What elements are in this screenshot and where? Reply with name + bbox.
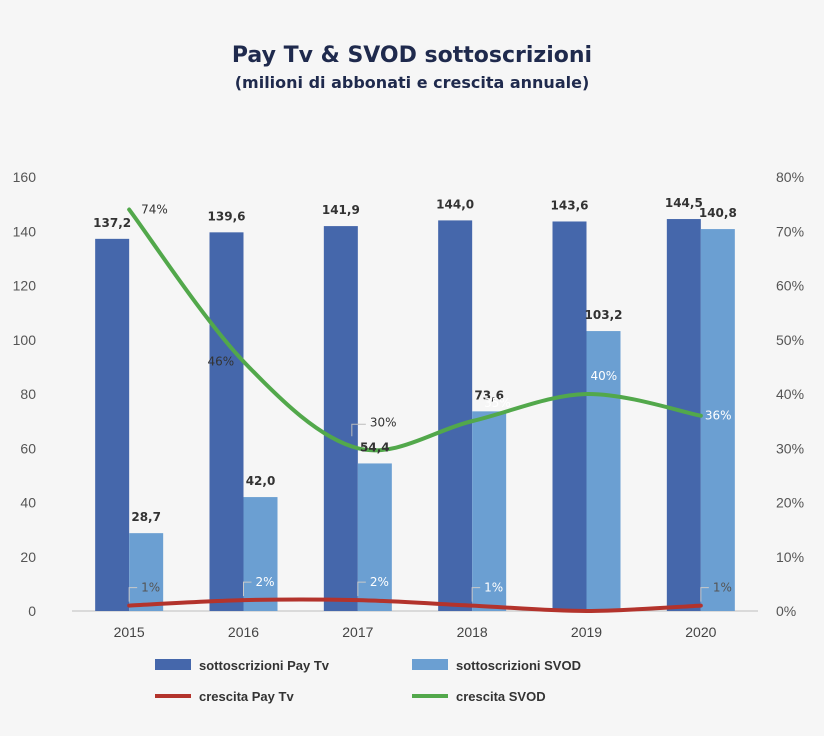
bar-pay-tv xyxy=(95,238,130,611)
y-tick-label: 100 xyxy=(13,332,37,348)
y-tick-label: 140 xyxy=(13,223,37,239)
data-label-growth-pay-tv: 2% xyxy=(370,575,389,589)
data-label-svod: 54,4 xyxy=(360,440,390,454)
y2-tick-label: 70% xyxy=(776,223,804,239)
data-labels: 137,2 28,7 139,6 42,0 141,9 54,4 144,0 73,6 143,… xyxy=(93,196,737,602)
y2-tick-label: 60% xyxy=(776,278,804,294)
legend-item-svod-swatch xyxy=(412,659,448,670)
label-leader xyxy=(700,587,709,602)
data-label-growth-svod: 40% xyxy=(591,369,618,383)
legend-item-growth-svod-label: crescita SVOD xyxy=(456,689,546,704)
label-leader xyxy=(351,423,366,437)
data-label-svod: 73,6 xyxy=(474,388,504,402)
bar-svod xyxy=(700,229,735,611)
data-label-pay-tv: 143,6 xyxy=(551,198,589,212)
label-leader xyxy=(357,581,366,597)
chart-title: Pay Tv & SVOD sottoscrizioni xyxy=(232,43,592,68)
legend-item-pay-tv-label: sottoscrizioni Pay Tv xyxy=(199,658,330,673)
bar-pay-tv xyxy=(323,226,358,611)
x-tick-label: 2015 xyxy=(114,624,145,640)
data-label-svod: 140,8 xyxy=(699,206,737,220)
line-growth-pay-tv xyxy=(127,597,703,614)
data-label-pay-tv: 139,6 xyxy=(208,209,246,223)
bar-svod xyxy=(243,497,278,611)
data-label-growth-svod: 36% xyxy=(705,409,732,423)
y-tick-label: 20 xyxy=(20,549,36,565)
data-label-svod: 103,2 xyxy=(585,308,623,322)
bars xyxy=(95,219,735,612)
x-tick-label: 2016 xyxy=(228,624,259,640)
data-label-svod: 28,7 xyxy=(131,510,161,524)
x-tick-label: 2018 xyxy=(457,624,488,640)
data-label-growth-pay-tv: 1% xyxy=(141,581,160,595)
data-label-pay-tv: 137,2 xyxy=(93,216,131,230)
data-label-growth-svod: 35% xyxy=(484,396,511,410)
label-leader xyxy=(243,581,252,597)
y2-tick-label: 40% xyxy=(776,386,804,402)
legend-item-svod-label: sottoscrizioni SVOD xyxy=(456,658,581,673)
axes: 0 20 40 60 80 100 120 140 160 0% 10% 20% 30% 40% 50% 60… xyxy=(13,169,804,640)
bar-svod xyxy=(586,331,621,611)
y2-tick-label: 0% xyxy=(776,603,796,619)
x-tick-label: 2017 xyxy=(342,624,373,640)
y-tick-label: 120 xyxy=(13,278,37,294)
data-label-pay-tv: 144,0 xyxy=(436,197,474,211)
data-label-pay-tv: 141,9 xyxy=(322,203,360,217)
data-label-pay-tv: 144,5 xyxy=(665,196,703,210)
y2-tick-label: 80% xyxy=(776,169,804,185)
y-tick-label: 160 xyxy=(13,169,37,185)
label-leader xyxy=(128,587,138,602)
bar-svod xyxy=(129,533,164,611)
data-label-growth-pay-tv: 1% xyxy=(484,581,503,595)
data-label-growth-svod: 74% xyxy=(141,203,168,217)
chart-subtitle: (milioni di abbonati e crescita annuale) xyxy=(235,73,590,92)
y2-tick-label: 20% xyxy=(776,495,804,511)
data-label-growth-svod: 30% xyxy=(370,415,397,429)
bar-svod xyxy=(357,463,392,611)
y-tick-label: 60 xyxy=(20,440,36,456)
y-tick-label: 0 xyxy=(28,603,36,619)
lines xyxy=(127,207,703,614)
data-label-growth-svod: 46% xyxy=(208,354,235,368)
bar-pay-tv xyxy=(438,220,473,611)
x-tick-label: 2019 xyxy=(571,624,602,640)
y2-tick-label: 10% xyxy=(776,549,804,565)
label-leader xyxy=(471,587,481,602)
y-tick-label: 80 xyxy=(20,386,36,402)
data-label-growth-pay-tv: 2% xyxy=(256,575,275,589)
legend-item-growth-pay-tv-label: crescita Pay Tv xyxy=(199,689,294,704)
bar-svod xyxy=(472,411,507,611)
y2-tick-label: 30% xyxy=(776,440,804,456)
legend: sottoscrizioni Pay Tv sottoscrizioni SVOD… xyxy=(155,658,581,704)
bar-pay-tv xyxy=(209,232,244,611)
x-tick-label: 2020 xyxy=(685,624,716,640)
data-label-svod: 42,0 xyxy=(246,474,276,488)
bar-pay-tv xyxy=(552,221,587,612)
legend-item-pay-tv-swatch xyxy=(155,659,191,670)
y-tick-label: 40 xyxy=(20,495,36,511)
y2-tick-label: 50% xyxy=(776,332,804,348)
line-growth-svod xyxy=(127,207,703,453)
data-label-growth-pay-tv: 1% xyxy=(713,581,732,595)
